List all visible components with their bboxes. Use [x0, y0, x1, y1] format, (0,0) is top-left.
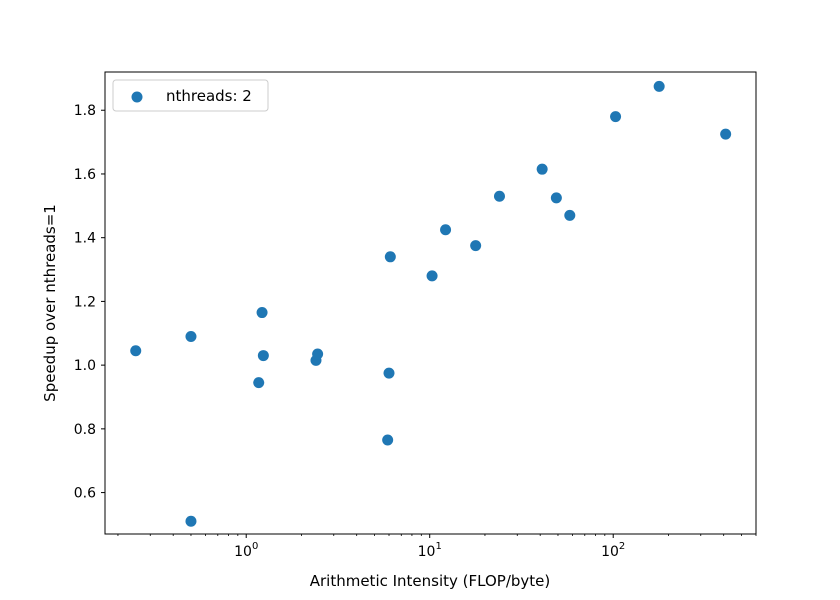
data-point	[720, 128, 732, 140]
y-tick-label: 1.6	[74, 167, 96, 183]
y-tick-label: 1.8	[74, 103, 96, 119]
legend-box	[112, 79, 269, 112]
data-point	[383, 367, 395, 379]
x-axis-ticks: 100 101 102	[234, 534, 625, 560]
legend-marker	[131, 91, 143, 103]
data-point	[493, 190, 505, 202]
x-tick-label: 102	[601, 541, 625, 560]
y-tick-label: 0.6	[74, 486, 96, 502]
data-point	[550, 192, 562, 204]
data-point	[470, 240, 482, 252]
data-point	[185, 330, 197, 342]
y-axis-label: Speedup over nthreads=1	[41, 204, 59, 402]
y-tick-label: 0.8	[74, 422, 96, 438]
data-points	[130, 80, 732, 527]
data-point	[256, 307, 268, 319]
legend: nthreads: 2	[112, 79, 269, 112]
data-point	[536, 163, 548, 175]
y-tick-label: 1.4	[74, 231, 96, 247]
data-point	[130, 345, 142, 357]
y-tick-label: 1.0	[74, 358, 96, 374]
data-point	[253, 377, 265, 389]
data-point	[426, 270, 438, 282]
plot-area-frame	[104, 71, 757, 535]
data-point	[312, 348, 324, 360]
data-point	[384, 251, 396, 263]
data-point	[610, 111, 622, 123]
data-point	[564, 209, 576, 221]
y-tick-label: 1.2	[74, 294, 96, 310]
legend-label: nthreads: 2	[166, 87, 252, 105]
data-point	[653, 80, 665, 92]
data-point	[257, 350, 269, 362]
data-point	[440, 224, 452, 236]
x-axis-label: Arithmetic Intensity (FLOP/byte)	[310, 572, 551, 590]
y-axis-ticks: 0.6 0.8 1.0 1.2 1.4 1.6 1.8	[74, 103, 105, 502]
x-tick-label: 100	[234, 541, 258, 560]
x-tick-label: 101	[418, 541, 442, 560]
data-point	[185, 515, 197, 527]
data-point	[382, 434, 394, 446]
